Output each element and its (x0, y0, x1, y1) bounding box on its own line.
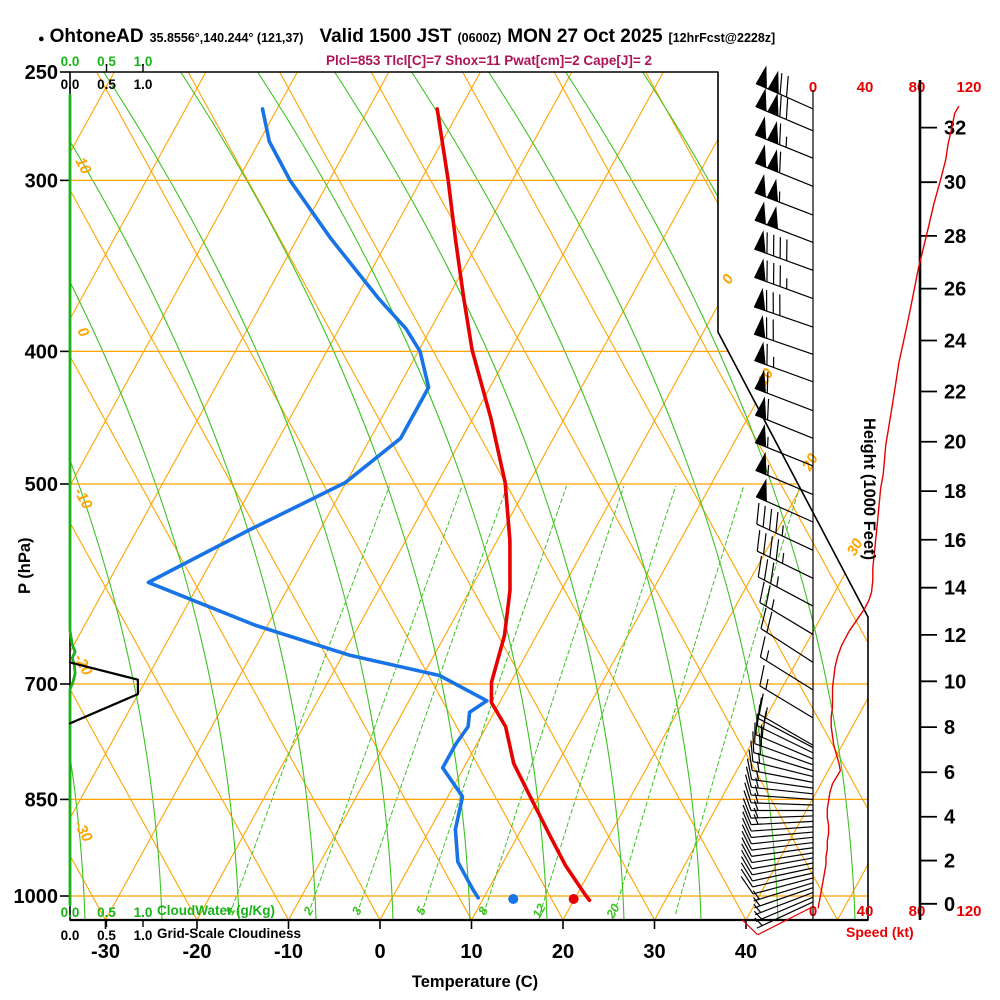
page-title: ● OhtoneAD 35.8556°,140.244° (121,37) Va… (38, 26, 775, 48)
svg-text:6: 6 (944, 762, 955, 784)
svg-text:0.5: 0.5 (97, 77, 116, 92)
svg-text:0: 0 (73, 324, 92, 340)
station-bullet-icon: ● (38, 33, 45, 45)
svg-text:0.5: 0.5 (97, 905, 116, 920)
svg-text:1000: 1000 (14, 886, 59, 908)
svg-text:3: 3 (349, 905, 365, 918)
wind-speed-curve (817, 105, 960, 909)
svg-text:18: 18 (944, 481, 966, 503)
svg-text:20: 20 (552, 941, 574, 963)
svg-text:30: 30 (643, 941, 665, 963)
forecast-tag: [12hrFcst@2228z] (668, 31, 776, 45)
svg-text:250: 250 (25, 62, 58, 84)
svg-text:850: 850 (25, 789, 58, 811)
temperature-curve (435, 107, 592, 902)
svg-text:1.0: 1.0 (134, 905, 153, 920)
svg-text:12: 12 (530, 902, 549, 921)
svg-text:0.0: 0.0 (61, 77, 80, 92)
svg-text:0: 0 (944, 894, 955, 916)
svg-text:2: 2 (300, 905, 316, 919)
svg-text:300: 300 (25, 170, 58, 192)
speed-axis-label: Speed (kt) (846, 924, 914, 940)
svg-text:22: 22 (944, 382, 966, 404)
svg-text:400: 400 (25, 341, 58, 363)
svg-text:2: 2 (944, 851, 955, 873)
svg-text:4: 4 (944, 807, 956, 829)
svg-text:1.0: 1.0 (134, 77, 153, 92)
svg-text:26: 26 (944, 279, 966, 301)
valid-date: MON 27 Oct 2025 (507, 26, 663, 47)
svg-text:0.0: 0.0 (61, 905, 80, 920)
svg-text:1.0: 1.0 (134, 928, 153, 943)
cloudiness-axis-label: Grid-Scale Cloudiness (157, 926, 302, 941)
svg-text:-30: -30 (91, 941, 120, 963)
svg-text:5: 5 (413, 904, 429, 918)
valid-zulu: (0600Z) (457, 31, 502, 45)
svg-text:10: 10 (460, 941, 482, 963)
svg-text:0.0: 0.0 (61, 54, 80, 69)
svg-text:1.0: 1.0 (134, 54, 153, 69)
svg-text:80: 80 (909, 903, 926, 920)
dewpoint-curve (146, 107, 489, 900)
svg-text:40: 40 (735, 941, 757, 963)
svg-text:20: 20 (798, 450, 822, 474)
svg-text:28: 28 (944, 226, 966, 248)
svg-text:500: 500 (25, 474, 58, 496)
svg-text:24: 24 (944, 330, 967, 352)
svg-text:120: 120 (956, 903, 981, 920)
svg-text:0: 0 (374, 941, 385, 963)
svg-text:40: 40 (857, 79, 874, 96)
temperature-axis-label: Temperature (C) (411, 973, 539, 991)
svg-text:10: 10 (71, 154, 94, 177)
svg-text:30: 30 (944, 172, 966, 194)
svg-text:8: 8 (475, 905, 491, 918)
stability-params: Plcl=853 Tlcl[C]=7 Shox=11 Pwat[cm]=2 Ca… (326, 53, 653, 68)
svg-text:0.0: 0.0 (61, 928, 80, 943)
svg-text:80: 80 (909, 79, 926, 96)
svg-text:8: 8 (944, 717, 955, 739)
plot-grid (70, 72, 868, 920)
station-name: OhtoneAD (49, 26, 144, 47)
pressure-axis-label: P (hPa) (16, 537, 34, 594)
svg-text:16: 16 (944, 530, 966, 552)
surface-temp-dot (568, 893, 579, 904)
station-coords: 35.8556°,140.244° (121,37) (149, 31, 304, 45)
height-axis-label: Height (1000 Feet) (860, 418, 878, 561)
svg-text:-30: -30 (70, 818, 96, 846)
svg-text:-20: -20 (183, 941, 212, 963)
svg-text:10: 10 (944, 671, 966, 693)
svg-text:0.5: 0.5 (97, 928, 116, 943)
svg-text:12: 12 (944, 625, 966, 647)
valid-time: Valid 1500 JST (319, 26, 452, 47)
svg-text:-10: -10 (70, 485, 96, 513)
svg-text:0: 0 (719, 271, 738, 287)
svg-text:14: 14 (944, 578, 967, 600)
svg-text:120: 120 (956, 79, 981, 96)
svg-text:30: 30 (844, 535, 867, 558)
svg-text:32: 32 (944, 118, 966, 140)
svg-text:20: 20 (944, 432, 966, 454)
svg-text:-10: -10 (274, 941, 303, 963)
svg-text:700: 700 (25, 674, 58, 696)
cloudwater-axis-label: CloudWater (g/Kg) (157, 903, 275, 918)
svg-text:20: 20 (603, 902, 622, 922)
surface-dewpoint-dot (508, 893, 519, 904)
svg-text:40: 40 (857, 903, 874, 920)
svg-text:0: 0 (809, 79, 817, 96)
svg-text:0.5: 0.5 (97, 54, 116, 69)
